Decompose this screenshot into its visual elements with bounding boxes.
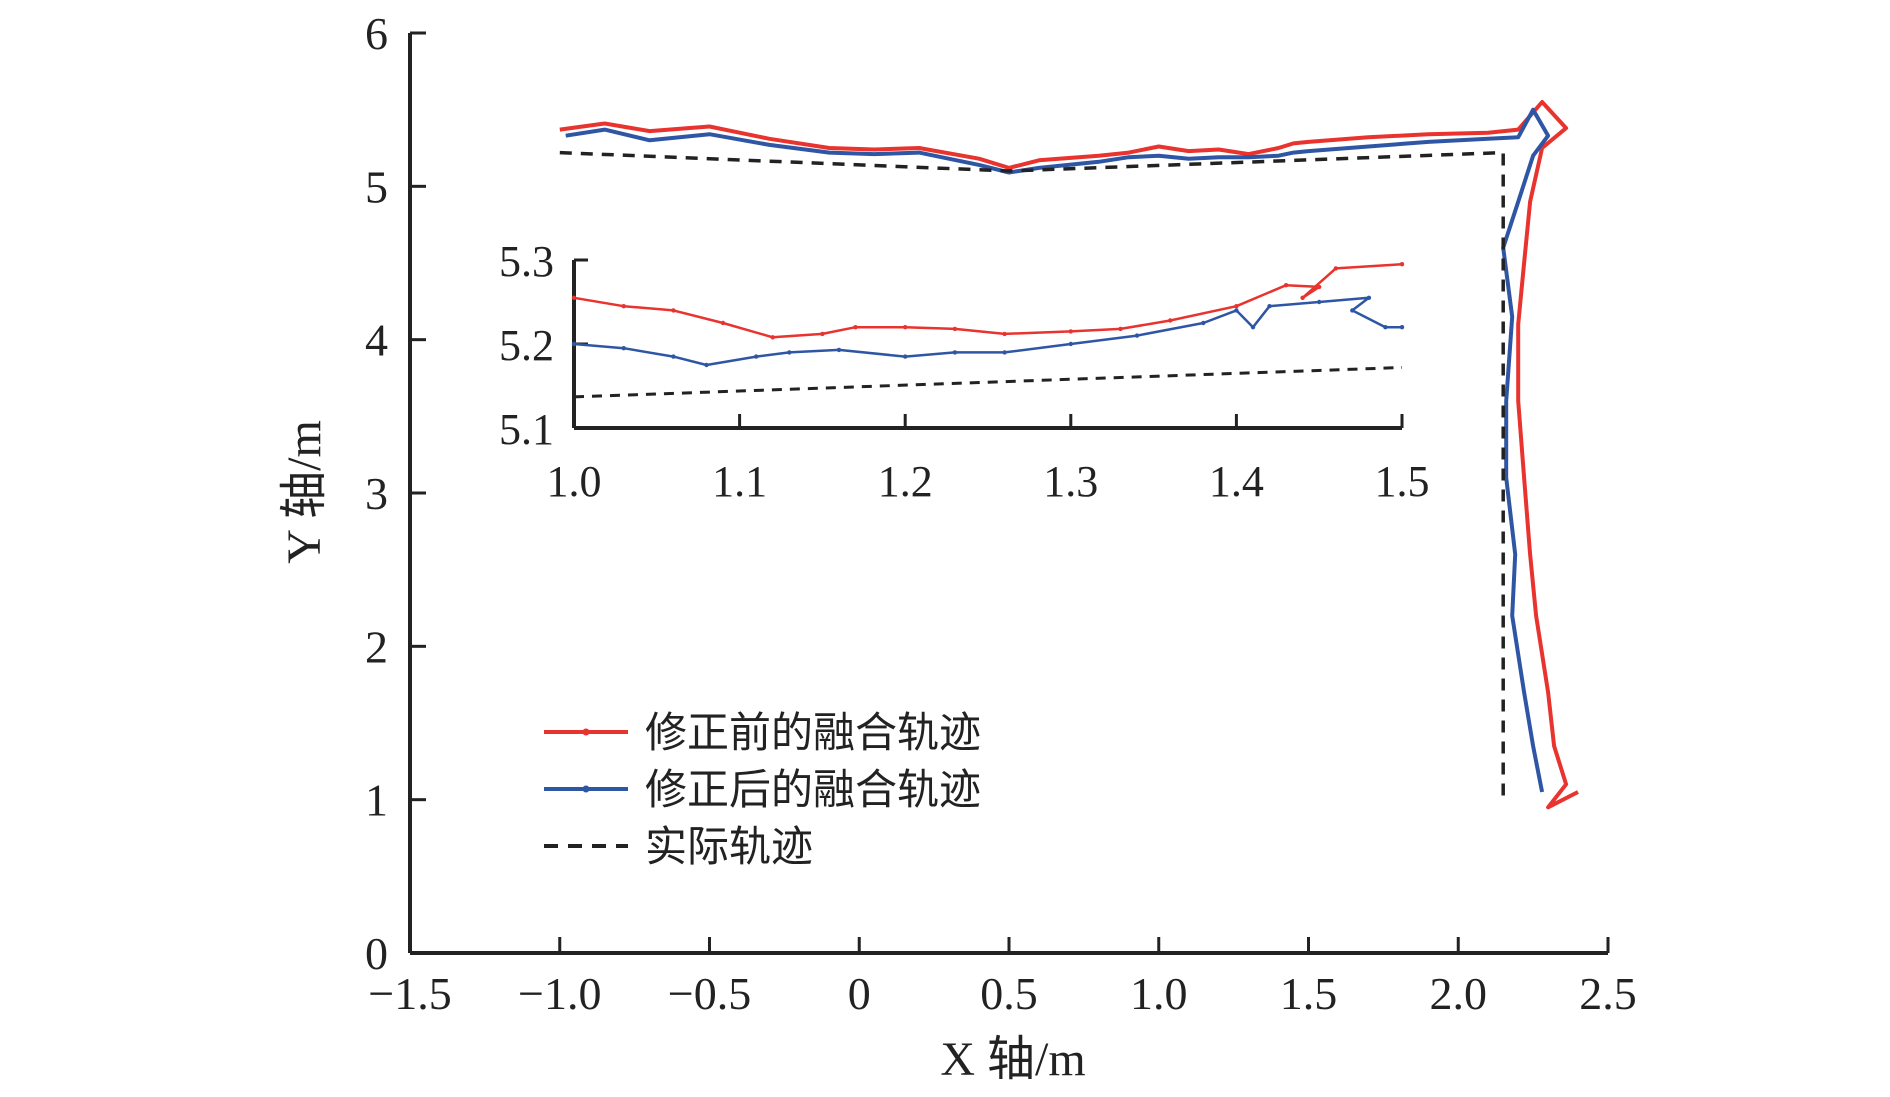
y-tick-label-5: 5 xyxy=(365,161,388,212)
inset-series-before-correction-point xyxy=(571,295,577,300)
inset-series-before-correction-point xyxy=(1068,329,1074,334)
legend-label-before: 修正前的融合轨迹 xyxy=(645,708,981,757)
inset-series-after-correction-point xyxy=(671,354,676,359)
inset-series-before-correction-point xyxy=(671,308,676,313)
inset-x-tick-label-1-0: 1.0 xyxy=(547,457,602,506)
inset-series-before-correction-point xyxy=(1317,284,1322,290)
inset-y-tick-label-5-1: 5.1 xyxy=(499,405,554,454)
inset-series-after-correction-point xyxy=(1002,350,1007,355)
inset-series-after-correction-point xyxy=(704,362,709,368)
inset-series-before-correction-point xyxy=(952,326,958,332)
legend-entry-after: 修正后的融合轨迹 xyxy=(544,765,981,814)
inset-series-before-correction-line xyxy=(573,262,1403,339)
inset-series-before-correction-point xyxy=(621,304,626,309)
inset-x-tick-label-1-4: 1.4 xyxy=(1209,457,1264,506)
inset-x-tick-label-1-3: 1.3 xyxy=(1043,457,1098,506)
inset-series-before-correction-point xyxy=(1168,318,1173,323)
inset-axes xyxy=(572,258,1404,430)
inset-zoom-plot: 1.0 1.1 1.2 1.3 1.4 1.5 5.1 5.2 5.3 xyxy=(499,237,1430,506)
inset-series-before-correction-point xyxy=(1118,326,1123,332)
x-tick-label-1-0: 1.0 xyxy=(1130,968,1188,1019)
x-tick-label-1-5: 1.5 xyxy=(1280,968,1338,1019)
series-after-correction-line xyxy=(565,107,1551,793)
legend-entry-actual: 实际轨迹 xyxy=(544,822,813,871)
inset-series-after-correction-point xyxy=(1317,299,1322,305)
inset-x-tick-label-1-1: 1.1 xyxy=(712,457,767,506)
inset-series-after-correction-point xyxy=(1068,341,1074,347)
legend-label-after: 修正后的融合轨迹 xyxy=(645,765,981,814)
x-tick-label-0: 0 xyxy=(848,968,871,1019)
inset-series-after-correction-point xyxy=(903,354,908,359)
inset-x-tick-label-1-2: 1.2 xyxy=(878,457,933,506)
inset-series-before-correction-point xyxy=(720,320,726,326)
inset-series-after-correction-point xyxy=(787,350,792,355)
inset-series-before-correction-point xyxy=(1283,283,1289,288)
y-tick-label-4: 4 xyxy=(365,315,388,366)
x-tick-label--0-5: −0.5 xyxy=(668,968,751,1019)
inset-series-before-correction-point xyxy=(1234,304,1239,309)
inset-series-after-correction-point xyxy=(1366,295,1372,300)
inset-series-after-correction-point xyxy=(1383,325,1388,330)
x-tick-label--1-0: −1.0 xyxy=(518,968,601,1019)
x-axis-label: X 轴/m xyxy=(940,1033,1085,1086)
inset-x-tick-label-1-5: 1.5 xyxy=(1375,457,1430,506)
main-series xyxy=(559,100,1579,810)
legend-label-actual: 实际轨迹 xyxy=(645,822,813,871)
inset-series-actual-trajectory-line xyxy=(573,366,1403,399)
inset-series-after-correction-point xyxy=(621,346,626,351)
inset-series-after-correction-point xyxy=(1134,333,1140,338)
series-before-correction-line xyxy=(559,100,1579,810)
x-tick-label-2-0: 2.0 xyxy=(1430,968,1488,1019)
legend-marker-before xyxy=(582,728,590,736)
y-tick-label-2: 2 xyxy=(365,621,388,672)
inset-series-after-correction-point xyxy=(571,341,577,347)
inset-series-after-correction-point xyxy=(1250,325,1256,330)
series-actual-trajectory-line xyxy=(559,150,1505,800)
inset-series-after-correction-point xyxy=(1267,304,1272,309)
inset-y-tick-label-5-3: 5.3 xyxy=(499,237,554,286)
inset-series-after-correction-point xyxy=(1201,320,1206,326)
inset-series-before-correction-point xyxy=(1002,331,1007,337)
main-tick-labels: −1.5 −1.0 −0.5 0 0.5 1.0 1.5 2.0 2.5 0 1 2 3 4 5 6 xyxy=(365,8,1637,1019)
inset-series-after-correction-point xyxy=(1399,325,1405,330)
inset-series-before-correction-point xyxy=(853,325,858,330)
inset-series-before-correction-point xyxy=(1300,295,1305,300)
inset-series-before-correction-point xyxy=(903,325,908,330)
inset-series-before-correction-point xyxy=(1399,262,1405,267)
legend-marker-after xyxy=(582,785,590,793)
inset-series-after-correction-point xyxy=(836,347,842,353)
inset-series-before-correction-point xyxy=(820,331,825,337)
x-tick-label--1-5: −1.5 xyxy=(368,968,451,1019)
inset-tick-labels: 1.0 1.1 1.2 1.3 1.4 1.5 5.1 5.2 5.3 xyxy=(499,237,1430,506)
inset-series-after-correction-point xyxy=(952,350,958,355)
inset-y-tick-label-5-2: 5.2 xyxy=(499,321,554,370)
legend: 修正前的融合轨迹 修正后的融合轨迹 实际轨迹 xyxy=(544,708,981,871)
inset-series xyxy=(571,262,1405,399)
y-tick-label-6: 6 xyxy=(365,8,388,59)
inset-series-before-correction-point xyxy=(1333,266,1339,271)
x-tick-label-2-5: 2.5 xyxy=(1579,968,1637,1019)
inset-series-after-correction-point xyxy=(1234,308,1239,313)
y-axis-label: Y 轴/m xyxy=(278,420,331,564)
y-tick-label-1: 1 xyxy=(365,775,388,826)
y-tick-label-3: 3 xyxy=(365,468,388,519)
legend-entry-before: 修正前的融合轨迹 xyxy=(544,708,981,757)
inset-series-after-correction-point xyxy=(754,354,759,359)
x-tick-label-0-5: 0.5 xyxy=(980,968,1038,1019)
main-axes xyxy=(408,31,1610,955)
inset-series-after-correction-point xyxy=(1350,308,1355,313)
y-tick-label-0: 0 xyxy=(365,928,388,979)
inset-series-before-correction-point xyxy=(770,335,775,340)
